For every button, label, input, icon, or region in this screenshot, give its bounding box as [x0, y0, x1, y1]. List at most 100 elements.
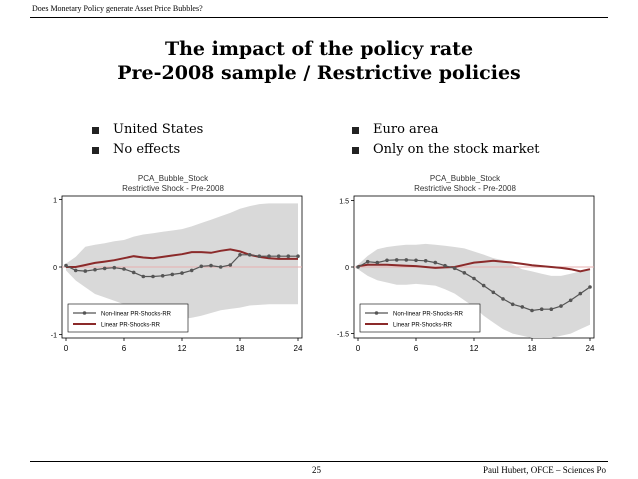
bullet-item: Euro area: [352, 120, 540, 140]
page-number: 25: [312, 465, 321, 475]
nonlinear-point: [276, 254, 281, 258]
nonlinear-point: [209, 263, 213, 268]
nonlinear-point: [131, 270, 136, 275]
nonlinear-point: [180, 271, 184, 275]
y-tick-label: -1: [51, 333, 57, 340]
nonlinear-point: [394, 258, 399, 262]
nonlinear-point: [141, 274, 146, 279]
bullet-item: No effects: [92, 140, 203, 160]
nonlinear-point: [520, 305, 525, 309]
bullet-text: Euro area: [373, 122, 439, 137]
nonlinear-point: [414, 258, 418, 263]
nonlinear-point: [189, 268, 194, 273]
header-rule: [30, 17, 608, 18]
nonlinear-point: [433, 260, 438, 265]
x-tick-label: 24: [586, 344, 595, 353]
nonlinear-point: [73, 268, 78, 273]
nonlinear-point: [83, 269, 88, 273]
nonlinear-point: [238, 253, 242, 257]
nonlinear-point: [296, 254, 300, 258]
nonlinear-point: [267, 254, 271, 258]
footer-rule: [30, 461, 608, 462]
x-tick-label: 6: [122, 344, 127, 353]
nonlinear-point: [64, 263, 68, 268]
legend-nonlinear-marker: [374, 311, 379, 315]
nonlinear-point: [375, 260, 380, 265]
nonlinear-point: [578, 291, 583, 296]
right-bullet-list: Euro area Only on the stock market: [352, 120, 540, 160]
nonlinear-point: [568, 298, 573, 303]
nonlinear-point: [356, 265, 360, 269]
bullet-text: Only on the stock market: [373, 142, 540, 157]
legend-linear-label: Linear PR-Shocks-RR: [101, 323, 161, 329]
nonlinear-point: [510, 302, 515, 307]
nonlinear-point: [257, 254, 262, 258]
nonlinear-point: [151, 274, 155, 279]
chart-title: PCA_Bubble_Stock: [138, 174, 209, 183]
legend-box: [67, 303, 189, 333]
nonlinear-point: [122, 267, 126, 271]
nonlinear-point: [93, 267, 97, 272]
nonlinear-point: [452, 266, 457, 271]
nonlinear-point: [472, 276, 476, 281]
x-tick-label: 0: [64, 344, 69, 353]
bullet-item: United States: [92, 120, 203, 140]
legend-nonlinear-marker: [82, 311, 87, 315]
y-tick-label: 0: [53, 265, 57, 272]
nonlinear-point: [218, 265, 223, 269]
bullet-square-icon: [352, 126, 359, 134]
chart-subtitle: Restrictive Shock - Pre-2008: [414, 184, 516, 193]
nonlinear-point: [286, 254, 291, 258]
nonlinear-point: [102, 266, 107, 271]
nonlinear-point: [530, 308, 534, 313]
bullet-square-icon: [92, 126, 99, 134]
footer-author: Paul Hubert, OFCE – Sciences Po: [483, 465, 606, 475]
x-tick-label: 0: [356, 344, 361, 353]
bullet-square-icon: [352, 146, 359, 154]
nonlinear-point: [539, 307, 544, 311]
nonlinear-point: [385, 258, 389, 263]
x-tick-label: 6: [414, 344, 419, 353]
slide-title-line1: The impact of the policy rate: [164, 38, 474, 60]
x-tick-label: 24: [294, 344, 303, 353]
chart-title: PCA_Bubble_Stock: [430, 174, 501, 183]
slide-title-line2: Pre-2008 sample / Restrictive policies: [117, 62, 521, 84]
nonlinear-point: [549, 307, 554, 311]
x-tick-label: 18: [236, 344, 245, 353]
nonlinear-point: [199, 264, 204, 269]
nonlinear-point: [404, 258, 409, 262]
x-tick-label: 12: [178, 344, 187, 353]
legend-box: [359, 303, 481, 333]
nonlinear-point: [112, 265, 117, 270]
y-tick-label: 1: [53, 197, 57, 204]
nonlinear-point: [491, 290, 496, 295]
bullet-text: No effects: [113, 142, 181, 157]
nonlinear-point: [423, 259, 428, 263]
slide-header: Does Monetary Policy generate Asset Pric…: [32, 4, 203, 13]
nonlinear-point: [559, 304, 563, 308]
x-tick-label: 12: [470, 344, 479, 353]
nonlinear-point: [462, 271, 467, 275]
y-tick-label: -1.5: [337, 332, 349, 339]
y-tick-label: 0: [345, 265, 349, 272]
left-bullet-list: United States No effects: [92, 120, 203, 160]
y-tick-label: 1.5: [339, 198, 349, 205]
nonlinear-point: [170, 272, 175, 277]
nonlinear-point: [501, 297, 505, 301]
nonlinear-point: [443, 263, 447, 268]
legend-nonlinear-label: Non-linear PR-Shocks-RR: [101, 312, 172, 318]
nonlinear-point: [160, 274, 165, 278]
nonlinear-point: [365, 259, 370, 264]
confidence-band: [66, 203, 298, 320]
nonlinear-point: [588, 285, 592, 289]
chart-subtitle: Restrictive Shock - Pre-2008: [122, 184, 224, 193]
bullet-item: Only on the stock market: [352, 140, 540, 160]
linear-series-line: [357, 259, 591, 273]
nonlinear-point: [481, 283, 486, 288]
nonlinear-point: [247, 253, 252, 257]
legend-linear-label: Linear PR-Shocks-RR: [393, 323, 453, 329]
bullet-text: United States: [113, 122, 204, 137]
x-tick-label: 18: [528, 344, 537, 353]
